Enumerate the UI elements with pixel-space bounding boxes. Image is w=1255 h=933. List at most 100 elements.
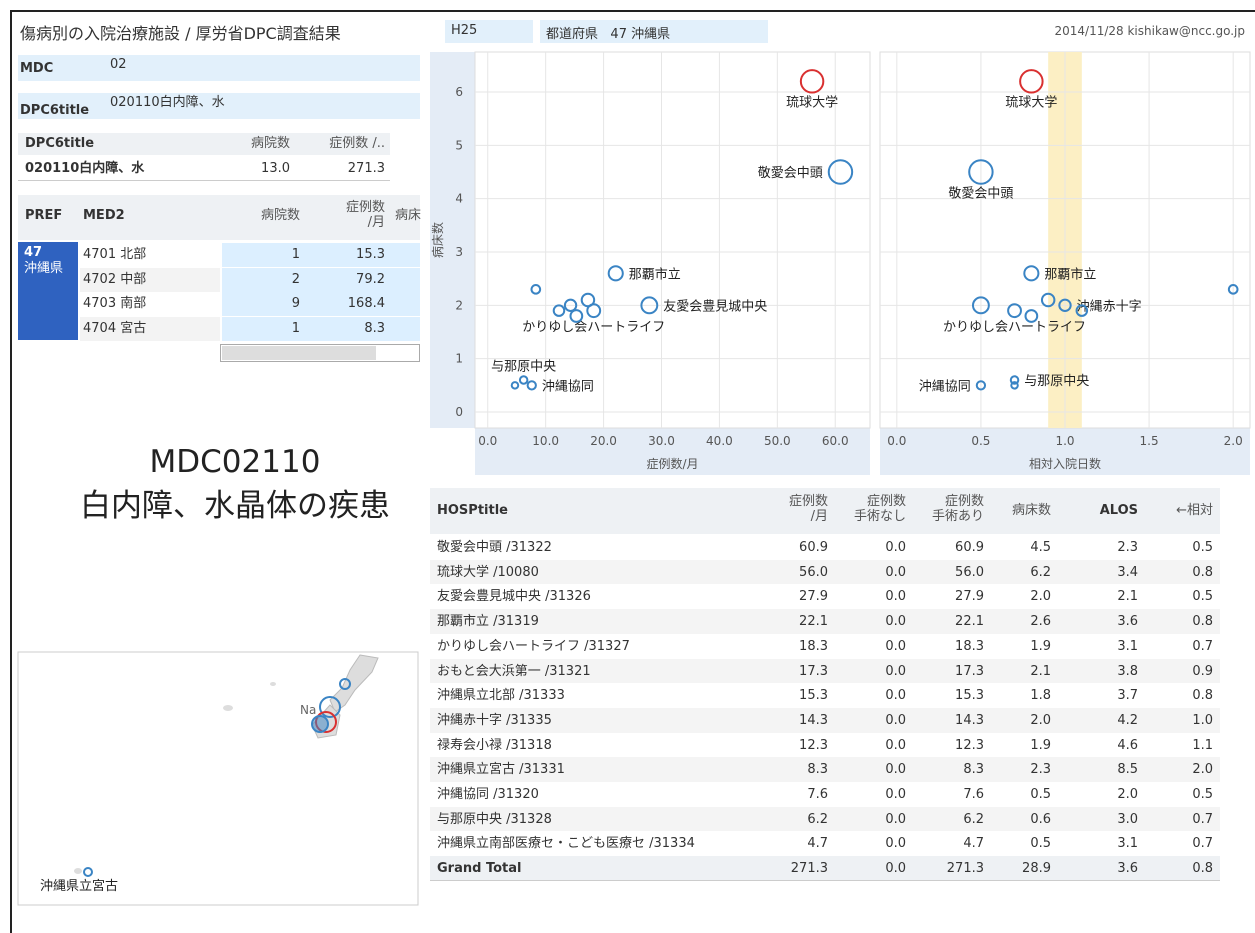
table-cell: 15.3 (356, 247, 385, 262)
table-cell: 17.3 (955, 663, 984, 679)
row-bg (80, 243, 220, 267)
column-header: 症例数 手術あり (931, 494, 984, 524)
table-cell: 0.0 (885, 836, 906, 852)
table-cell: 60.9 (799, 540, 828, 555)
filter-bg[interactable] (18, 55, 420, 81)
table-cell: 1.0 (1192, 712, 1213, 728)
row-bg[interactable] (430, 757, 1220, 782)
heading-line: 白内障、水晶体の疾患 (80, 488, 390, 524)
table-cell: 17.3 (799, 663, 828, 679)
row-bg[interactable] (430, 535, 1220, 560)
pref-filter[interactable]: 都道府県 47 沖縄県 (540, 20, 768, 43)
table-cell: 3.8 (1117, 663, 1138, 679)
row-bg[interactable] (430, 609, 1220, 634)
table-cell: 0.5 (1192, 589, 1213, 605)
table-rule (18, 180, 390, 181)
table-cell: 79.2 (356, 271, 385, 287)
table-cell: 13.0 (261, 161, 290, 176)
scroll-thumb[interactable] (222, 346, 376, 360)
table-cell: Grand Total (437, 861, 522, 877)
table-cell: 沖縄県立宮古 /31331 (437, 762, 565, 778)
table-cell: 22.1 (955, 614, 984, 630)
table-cell: 28.9 (1022, 861, 1051, 877)
year-filter[interactable]: H25 (445, 20, 533, 43)
row-bg[interactable] (430, 732, 1220, 758)
column-header: MED2 (83, 208, 125, 223)
table-cell: 6.2 (807, 811, 828, 827)
total-row (430, 856, 1220, 881)
row-bg (80, 292, 220, 316)
filter-bg[interactable] (18, 93, 420, 119)
row-bg[interactable] (430, 584, 1220, 610)
row-bg[interactable] (430, 782, 1220, 807)
table-cell: 4701 北部 (83, 247, 147, 262)
row-bg[interactable] (430, 633, 1220, 659)
table-cell: 0.9 (1192, 663, 1213, 679)
table-cell: 12.3 (799, 737, 828, 753)
row-bg[interactable] (430, 806, 1220, 832)
row-bg[interactable] (430, 559, 1220, 585)
pref-cell[interactable] (18, 242, 78, 340)
table-cell: 22.1 (799, 614, 828, 630)
table-cell: 7.6 (963, 787, 984, 802)
table-cell: 14.3 (955, 712, 984, 728)
filter-value: 020110白内障、水 (110, 95, 225, 110)
row-bg (222, 316, 420, 341)
table-cell: 1 (291, 320, 300, 336)
table-cell: 沖縄協同 /31320 (437, 787, 539, 802)
row-bg[interactable] (430, 831, 1220, 857)
column-header: 症例数 /.. (329, 136, 385, 151)
table-cell: 0.0 (885, 638, 906, 654)
table-cell: 0.5 (1030, 836, 1051, 852)
row-bg[interactable] (430, 658, 1220, 684)
table-cell: 0.7 (1192, 638, 1213, 654)
table-cell: 0.6 (1030, 811, 1051, 827)
table-cell: 3.4 (1117, 564, 1138, 580)
table-cell: 0.0 (885, 564, 906, 580)
table-cell: 56.0 (955, 564, 984, 580)
column-header: 症例数 /月 (345, 200, 385, 230)
table-cell: 4702 中部 (83, 271, 147, 287)
heading: MDC02110 白内障、水晶体の疾患 (55, 440, 415, 528)
row-bg[interactable] (430, 707, 1220, 733)
table-cell: 1.9 (1030, 737, 1051, 753)
table-cell: 4.2 (1117, 712, 1138, 728)
table-cell: 271.3 (790, 861, 828, 877)
table-cell: 6.2 (963, 811, 984, 827)
row-bg[interactable] (430, 683, 1220, 708)
table-cell: 3.6 (1117, 614, 1138, 630)
filter-value: 02 (110, 57, 127, 72)
table-cell: 2.3 (1117, 540, 1138, 555)
table-cell: 1.1 (1192, 737, 1213, 753)
row-bg (80, 267, 220, 292)
table-cell: 56.0 (799, 564, 828, 580)
table-cell: 禄寿会小禄 /31318 (437, 737, 552, 753)
table-cell: 2.0 (1117, 787, 1138, 802)
table-cell: 168.4 (347, 296, 385, 311)
table-cell: 0.0 (885, 737, 906, 753)
table-cell: 0.8 (1192, 564, 1213, 580)
column-header: DPC6title (25, 136, 95, 151)
frame (10, 10, 1255, 933)
row-bg (222, 267, 420, 292)
table-cell: 3.6 (1117, 861, 1138, 877)
table-cell: 0.0 (885, 688, 906, 704)
table-cell: 7.6 (807, 787, 828, 802)
table-cell: 2.1 (1117, 589, 1138, 605)
table-cell: 0.0 (885, 614, 906, 630)
table-cell: 0.0 (885, 540, 906, 555)
pref-code: 47 (24, 245, 43, 260)
column-header: 病院数 (260, 208, 300, 223)
table-bg (430, 488, 1220, 534)
table-cell: 2.0 (1192, 762, 1213, 778)
table-cell: 3.7 (1117, 688, 1138, 704)
table-cell: 沖縄県立南部医療セ・こども医療セ /31334 (437, 836, 695, 852)
table-cell: 18.3 (955, 638, 984, 654)
table-cell: 8.3 (364, 320, 385, 336)
table-cell: 27.9 (799, 589, 828, 605)
table-cell: 18.3 (799, 638, 828, 654)
table-cell: 271.3 (946, 861, 984, 877)
row-bg (222, 243, 420, 267)
table-cell: 沖縄県立北部 /31333 (437, 688, 565, 704)
table-cell: 0.0 (885, 861, 906, 877)
